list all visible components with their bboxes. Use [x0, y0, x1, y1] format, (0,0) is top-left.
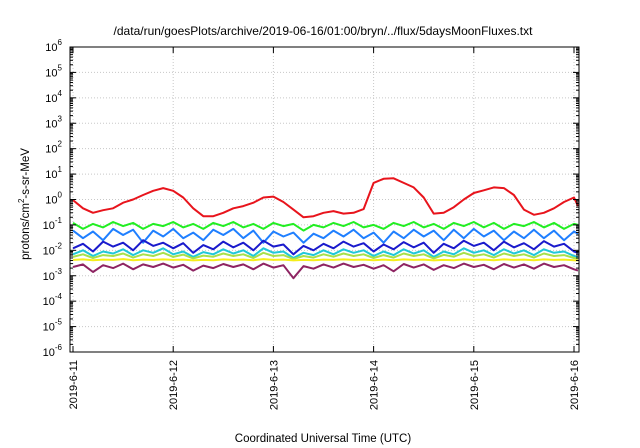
- y-tick-exponent: -3: [55, 267, 63, 276]
- y-tick-base: 10: [43, 347, 55, 359]
- y-tick-exponent: 3: [58, 114, 63, 123]
- x-tick-label: 2019-6-15: [469, 360, 481, 410]
- y-tick-exponent: 6: [58, 38, 63, 47]
- y-tick-label: 104: [45, 89, 62, 105]
- y-tick-label: 102: [45, 140, 62, 156]
- y-tick-label: 10-5: [43, 318, 63, 334]
- x-tick-label: 2019-6-16: [569, 360, 581, 410]
- y-tick-exponent: -4: [55, 292, 63, 301]
- y-tick-base: 10: [43, 245, 55, 257]
- series-line: [72, 239, 579, 256]
- y-tick-base: 10: [45, 195, 57, 207]
- series-line: [72, 247, 579, 259]
- series-line: [72, 262, 579, 280]
- y-tick-label: 106: [45, 38, 62, 54]
- y-tick-base: 10: [45, 67, 57, 79]
- x-tick-label: 2019-6-13: [268, 360, 280, 410]
- y-axis-label: protons/cm2-s-sr-MeV: [17, 148, 32, 260]
- y-tick-base: 10: [45, 144, 57, 156]
- y-tick-exponent: -1: [55, 216, 63, 225]
- y-tick-exponent: -5: [55, 318, 63, 327]
- chart-title: /data/run/goesPlots/archive/2019-06-16/0…: [114, 24, 534, 38]
- ticks: [70, 46, 579, 353]
- y-tick-exponent: -6: [55, 343, 63, 352]
- series-line: [72, 251, 579, 261]
- y-tick-exponent: 5: [58, 63, 63, 72]
- y-tick-base: 10: [43, 296, 55, 308]
- y-tick-exponent: -2: [55, 241, 63, 250]
- x-tick-label: 2019-6-12: [168, 360, 180, 410]
- y-axis-label-rest: -s-sr-MeV: [20, 148, 32, 199]
- y-axis-label-base: protons/cm: [20, 203, 32, 260]
- y-tick-base: 10: [45, 118, 57, 130]
- series-layer: [72, 177, 579, 280]
- y-tick-label: 10-2: [43, 241, 63, 257]
- y-tick-label: 10-4: [43, 292, 63, 308]
- y-tick-base: 10: [43, 322, 55, 334]
- y-tick-label: 10-6: [43, 343, 63, 359]
- y-tick-base: 10: [43, 271, 55, 283]
- y-tick-exponent: 1: [58, 165, 63, 174]
- y-tick-label: 105: [45, 63, 62, 79]
- x-tick-label: 2019-6-11: [68, 360, 80, 409]
- x-tick-label: 2019-6-14: [369, 360, 381, 410]
- y-tick-labels: 10-610-510-410-310-210-11001011021031041…: [43, 38, 63, 359]
- y-tick-base: 10: [43, 220, 55, 232]
- y-tick-label: 101: [45, 165, 62, 181]
- x-axis-label: Coordinated Universal Time (UTC): [235, 433, 412, 445]
- y-tick-base: 10: [45, 42, 57, 54]
- y-tick-exponent: 4: [58, 89, 63, 98]
- y-tick-label: 103: [45, 114, 62, 130]
- y-tick-label: 100: [45, 191, 62, 207]
- series-line: [72, 221, 579, 232]
- y-tick-exponent: 2: [58, 140, 63, 149]
- series-line: [72, 177, 579, 219]
- series-line: [72, 258, 579, 262]
- grid: [70, 47, 579, 352]
- y-tick-label: 10-1: [43, 216, 63, 232]
- series-line: [72, 227, 579, 244]
- y-axis-label-sup: 2: [17, 198, 26, 203]
- y-tick-base: 10: [45, 93, 57, 105]
- x-tick-labels: 2019-6-11 2019-6-12 2019-6-13 2019-6-14 2019…: [68, 360, 581, 410]
- y-tick-base: 10: [45, 169, 57, 181]
- y-tick-exponent: 0: [58, 191, 63, 200]
- y-tick-label: 10-3: [43, 267, 63, 283]
